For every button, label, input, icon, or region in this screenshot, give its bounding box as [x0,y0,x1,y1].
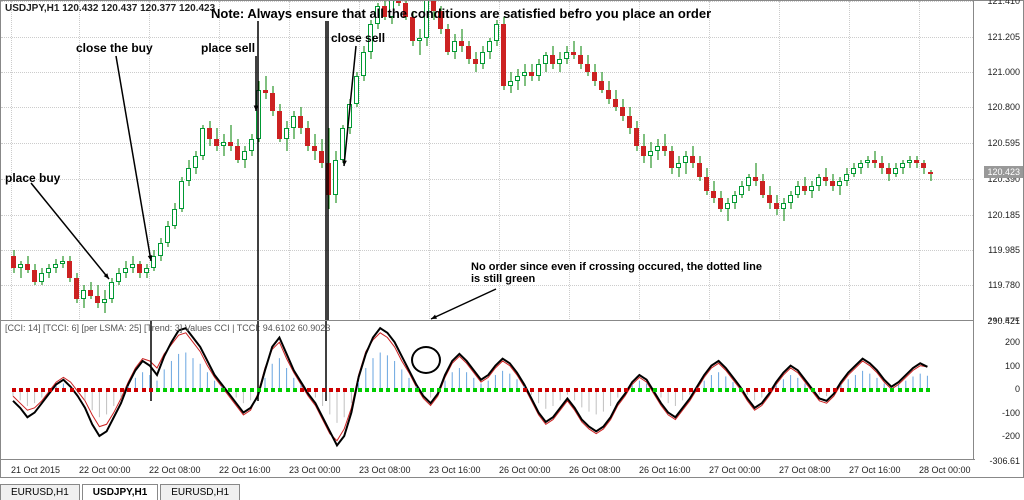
chart-window: USDJPY,H1 120.432 120.437 120.377 120.42… [0,0,1024,478]
price-y-axis: 121.410121.205121.000120.800120.595120.3… [973,1,1023,321]
close-sell-label: close sell [331,31,385,45]
indicator-panel[interactable]: [CCI: 14] [TCCI: 6] [per LSMA: 25] [Tren… [1,321,975,461]
no-order-label: No order since even if crossing occured,… [471,261,762,285]
indicator-title: [CCI: 14] [TCCI: 6] [per LSMA: 25] [Tren… [5,323,330,333]
chart-tab[interactable]: USDJPY,H1 [82,484,158,500]
chart-tab[interactable]: EURUSD,H1 [0,484,80,500]
close-buy-label: close the buy [76,41,153,55]
price-panel[interactable]: USDJPY,H1 120.432 120.437 120.377 120.42… [1,1,975,321]
chart-title: USDJPY,H1 120.432 120.437 120.377 120.42… [5,3,215,14]
place-buy-label: place buy [5,171,60,185]
place-sell-label: place sell [201,41,255,55]
chart-tab[interactable]: EURUSD,H1 [160,484,240,500]
time-x-axis: 21 Oct 201522 Oct 00:0022 Oct 08:0022 Oc… [1,459,975,477]
indicator-y-axis: 290.4212001000-100-200-306.61 [973,321,1023,461]
chart-tabs: EURUSD,H1USDJPY,H1EURUSD,H1 [0,478,1024,500]
note-annotation: Note: Always ensure that all the conditi… [211,6,711,21]
